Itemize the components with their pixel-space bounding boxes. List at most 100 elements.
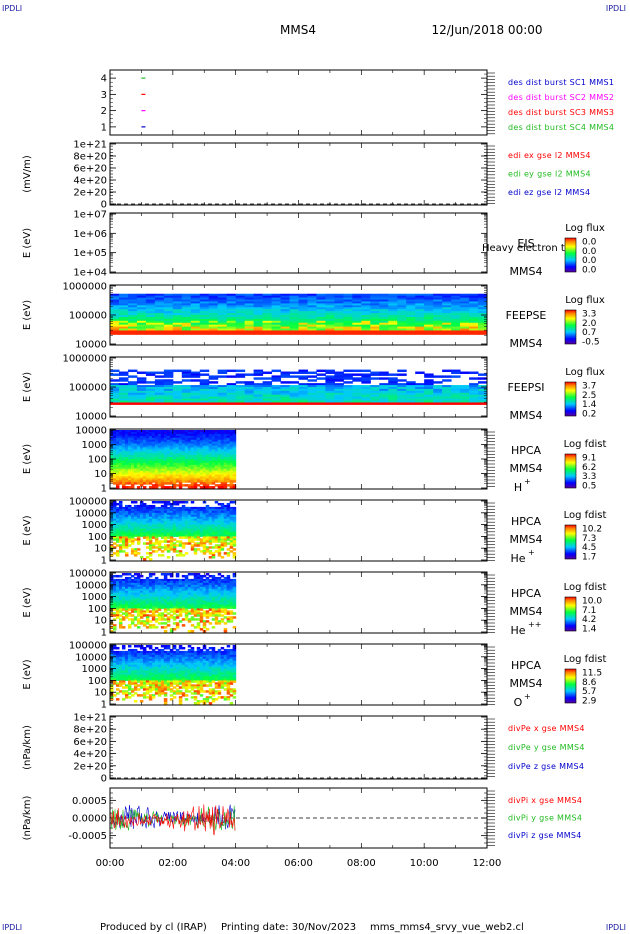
y-tick-label: 10 <box>94 469 107 480</box>
y-tick-label: 1000 <box>82 520 107 531</box>
y-axis-label: E (eV) <box>22 587 33 617</box>
legend-entry: des dist burst SC1 MMS1 <box>508 78 614 87</box>
legend-entry: des dist burst SC2 MMS2 <box>508 93 614 102</box>
y-tick-label: 1 <box>101 628 107 639</box>
colorbar-tick-label: 7.1 <box>582 606 596 616</box>
corner-label-bottom-right: IPDLI <box>605 923 626 932</box>
instrument-label: FEEPSE <box>506 309 547 322</box>
legend-entry: divPi y gse MMS4 <box>508 814 582 823</box>
colorbar-tick-label: 0.2 <box>582 410 596 420</box>
legend-entry: des dist burst SC3 MMS3 <box>508 108 614 117</box>
colorbar-tick-label: 1.4 <box>582 625 597 635</box>
y-tick-label: 10 <box>94 616 107 627</box>
colorbar <box>564 668 577 704</box>
y-tick-label: 10000 <box>75 412 107 423</box>
panel-feepsi: 10000 100000 1000000 E (eV) FEEPSI MMS4 Log fl… <box>22 354 605 423</box>
x-tick-label: 00:00 <box>96 858 125 869</box>
y-axis-label: (mV/m) <box>22 155 33 193</box>
y-tick-label: 10 <box>94 688 107 699</box>
legend-entry: divPe x gse MMS4 <box>508 724 585 733</box>
species-label: O <box>514 696 523 709</box>
colorbar-tick-label: 0.0 <box>582 266 597 276</box>
y-tick-label: 1 <box>101 556 107 567</box>
corner-label-top-left: IPDLI <box>2 4 23 13</box>
plot-title: MMS4 <box>280 23 316 37</box>
y-tick-label: 100000 <box>69 497 107 508</box>
y-tick-label: 0.0005 <box>72 796 107 807</box>
y-tick-label: 1000000 <box>62 282 107 293</box>
y-tick-label: 4e+20 <box>73 176 107 187</box>
y-tick-label: 100 <box>88 455 107 466</box>
colorbar-tick-label: 4.2 <box>582 615 596 625</box>
colorbar-tick-label: 3.3 <box>582 472 596 482</box>
instrument-label: HPCA <box>511 444 542 457</box>
y-tick-label: 8e+20 <box>73 725 107 736</box>
legend-entry: edi ex gse l2 MMS4 <box>508 151 591 160</box>
y-tick-label: 1e+07 <box>73 210 107 221</box>
y-tick-label: 1000 <box>82 664 107 675</box>
panel-eis: 1e+04 1e+05 1e+06 1e+07 E (eV) EIS MMS4 Heavy e… <box>22 210 605 279</box>
colorbar-tick-label: 9.1 <box>582 454 596 464</box>
y-tick-label: 3 <box>101 90 107 101</box>
spacecraft-label: MMS4 <box>510 533 543 546</box>
y-axis-label: E (eV) <box>22 515 33 545</box>
colorbar-tick-label: 3.7 <box>582 382 596 392</box>
extra-label: Heavy electron to <box>482 243 571 254</box>
legend-entry: divPi x gse MMS4 <box>508 796 582 805</box>
colorbar-tick-label: 1.7 <box>582 553 596 563</box>
y-tick-label: -0.0005 <box>68 831 107 842</box>
y-tick-label: 6e+20 <box>73 164 107 175</box>
panel-burst: 1 2 3 4 des dist burst SC1 MMS1 des dist burs… <box>101 69 614 136</box>
y-tick-label: 100 <box>88 676 107 687</box>
colorbar <box>564 237 577 273</box>
y-tick-label: 100000 <box>69 641 107 652</box>
y-tick-label: 10000 <box>75 340 107 351</box>
colorbar-title: Log flux <box>565 367 605 378</box>
colorbar-tick-label: 1.4 <box>582 400 597 410</box>
colorbar-title: Log flux <box>565 295 605 306</box>
instrument-label: HPCA <box>511 515 542 528</box>
colorbar <box>564 381 577 417</box>
y-tick-label: 10000 <box>75 508 107 519</box>
y-tick-label: 8e+20 <box>73 152 107 163</box>
corner-label-top-right: IPDLI <box>605 4 626 13</box>
spacecraft-label: MMS4 <box>510 337 543 350</box>
y-tick-label: 2e+20 <box>73 188 107 199</box>
panel-hpca_h: 1 10 100 1000 10000 E (eV) HPCA MMS4 H + Log fdist… <box>22 426 606 495</box>
y-axis-label: E (eV) <box>22 300 33 330</box>
corner-label-bottom-left: IPDLI <box>2 923 23 932</box>
instrument-label: HPCA <box>511 659 542 672</box>
y-tick-label: 2e+20 <box>73 761 107 772</box>
spacecraft-label: MMS4 <box>510 605 543 618</box>
panel-divpi: -0.0005 0.0000 0.0005 (nPa/km) divPi x gse M… <box>22 787 582 849</box>
colorbar-tick-label: 7.3 <box>582 534 596 544</box>
colorbar-title: Log flux <box>565 223 605 234</box>
y-axis-label: (nPa/km) <box>22 796 33 841</box>
spacecraft-label: MMS4 <box>510 462 543 475</box>
colorbar-title: Log fdist <box>564 510 607 521</box>
spacecraft-label: MMS4 <box>510 265 543 278</box>
y-tick-label: 1000 <box>82 440 107 451</box>
y-tick-label: 1e+21 <box>73 713 107 724</box>
legend-entry: divPi z gse MMS4 <box>508 831 582 840</box>
y-tick-label: 2 <box>101 106 107 117</box>
colorbar-tick-label: 0.7 <box>582 328 596 338</box>
y-tick-label: 0.0000 <box>72 814 107 825</box>
y-tick-label: 100000 <box>69 311 107 322</box>
colorbar-tick-label: 10.2 <box>582 525 602 535</box>
y-axis-label: (nPa/km) <box>22 725 33 770</box>
y-tick-label: 1 <box>101 484 107 495</box>
colorbar <box>564 309 577 345</box>
y-tick-label: 6e+20 <box>73 737 107 748</box>
colorbar-title: Log fdist <box>564 654 607 665</box>
colorbar-tick-label: 11.5 <box>582 669 602 679</box>
divpi-trace <box>110 804 236 836</box>
colorbar-tick-label: -0.5 <box>582 338 600 348</box>
y-tick-label: 1 <box>101 700 107 711</box>
colorbar-tick-label: 5.7 <box>582 687 596 697</box>
colorbar-tick-label: 0.0 <box>582 247 597 257</box>
colorbar-tick-label: 3.3 <box>582 310 596 320</box>
